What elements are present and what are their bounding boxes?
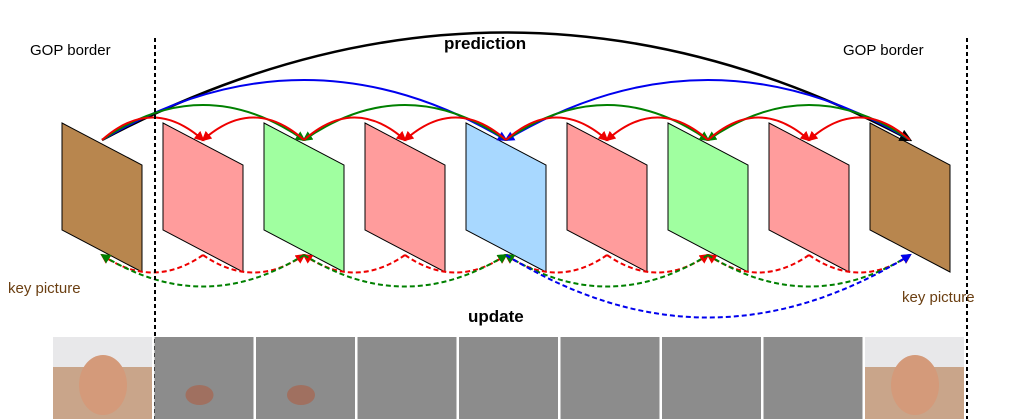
thumbnail-detail <box>186 385 214 405</box>
frames <box>62 123 950 272</box>
thumbnail <box>256 337 355 419</box>
diagram: GOP border GOP border prediction update … <box>0 0 1009 419</box>
frame <box>870 123 950 272</box>
thumbnail <box>561 337 660 419</box>
thumbnail-detail <box>79 355 127 415</box>
frame <box>365 123 445 272</box>
frame <box>264 123 344 272</box>
frame <box>668 123 748 272</box>
thumbnail <box>764 337 863 419</box>
update-label: update <box>468 307 524 326</box>
frame <box>62 123 142 272</box>
thumbnails <box>53 337 964 419</box>
gop-border-label: GOP border <box>30 42 111 59</box>
thumbnail <box>459 337 558 419</box>
thumbnail <box>358 337 457 419</box>
thumbnail-detail <box>891 355 939 415</box>
key-picture-label: key picture <box>8 280 81 297</box>
frame <box>769 123 849 272</box>
frame <box>466 123 546 272</box>
frame <box>163 123 243 272</box>
thumbnail-detail <box>287 385 315 405</box>
thumbnail <box>662 337 761 419</box>
gop-border-label: GOP border <box>843 42 924 59</box>
thumbnail <box>155 337 254 419</box>
key-picture-label: key picture <box>902 289 975 306</box>
prediction-label: prediction <box>444 34 526 53</box>
frame <box>567 123 647 272</box>
